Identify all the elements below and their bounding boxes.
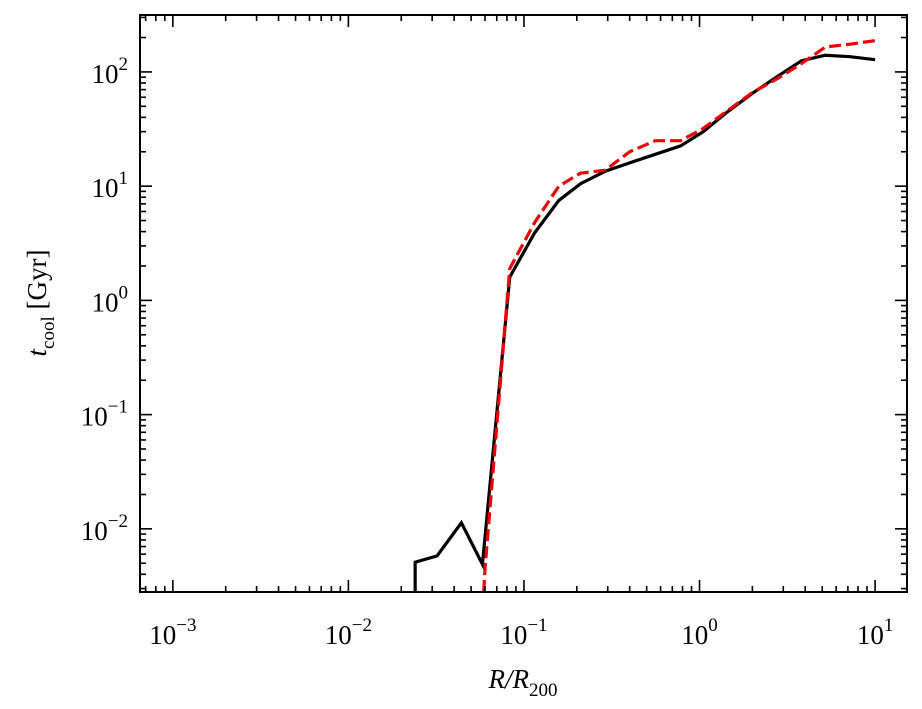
y-axis-label-sub: cool: [38, 316, 59, 349]
series-layer: [413, 39, 876, 592]
x-tick-label: 101: [857, 615, 894, 650]
y-axis-label: tcool [Gyr]: [22, 250, 59, 357]
x-tick-label: 10−2: [325, 615, 372, 650]
plot-area: [140, 15, 907, 592]
y-axis-label-unit: [Gyr]: [22, 250, 52, 317]
series-line-2: [482, 39, 876, 592]
x-axis-label-var: R/R: [488, 664, 530, 694]
plot-frame: [139, 14, 908, 593]
x-tick-label: 100: [681, 615, 718, 650]
y-tick-label: 101: [92, 168, 129, 203]
y-tick-label: 10−2: [81, 511, 128, 546]
y-tick-labels: 10−2 10−1 100 101 102: [81, 54, 128, 546]
y-tick-label: 100: [92, 282, 129, 317]
x-axis-label: R/R200: [488, 664, 558, 701]
x-tick-label: 10−1: [500, 615, 547, 650]
x-axis-label-sub: 200: [529, 680, 558, 701]
x-tick-labels: 10−3 10−2 10−1 100 101: [149, 615, 893, 650]
y-axis-label-var: t: [22, 347, 52, 356]
x-tick-label: 10−3: [149, 615, 196, 650]
y-tick-label: 102: [92, 54, 129, 89]
series-line-1: [413, 53, 876, 592]
y-tick-label: 10−1: [81, 397, 128, 432]
